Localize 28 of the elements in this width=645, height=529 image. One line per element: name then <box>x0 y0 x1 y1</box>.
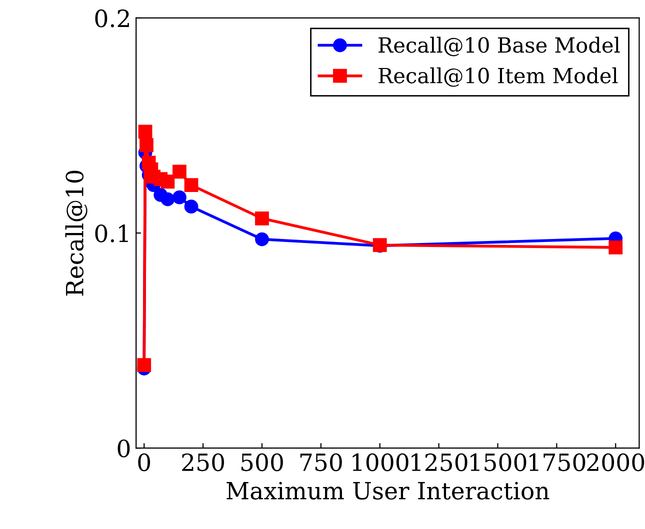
x-tick-label: 1750 <box>530 453 586 472</box>
legend-label: Recall@10 Base Model <box>378 36 620 56</box>
x-tick-label: 500 <box>241 453 283 472</box>
x-tick-label: 2000 <box>587 453 644 472</box>
point <box>138 124 152 139</box>
point <box>255 232 269 246</box>
point <box>608 240 623 254</box>
point <box>137 358 152 372</box>
legend-label: Recall@10 Item Model <box>378 67 618 87</box>
point <box>172 190 186 204</box>
y-tick-label: 0.1 <box>95 224 128 242</box>
x-tick-label: 1250 <box>412 453 468 472</box>
point <box>160 174 175 189</box>
y-axis-title: Recall@10 <box>65 170 88 296</box>
point <box>184 200 198 214</box>
x-tick-label: 0 <box>138 453 150 472</box>
y-tick-label: 0.2 <box>95 9 129 28</box>
point <box>172 164 186 179</box>
point <box>140 138 154 152</box>
y-tick-label: 0 <box>118 440 130 458</box>
point <box>160 192 175 206</box>
x-axis-title: Maximum User Interaction <box>226 482 550 500</box>
x-tick-label: 1000 <box>352 453 408 472</box>
x-tick-label: 250 <box>182 453 224 472</box>
x-tick-label: 1500 <box>470 453 526 472</box>
point <box>255 211 269 226</box>
point <box>184 178 198 192</box>
x-tick-label: 750 <box>300 453 342 472</box>
